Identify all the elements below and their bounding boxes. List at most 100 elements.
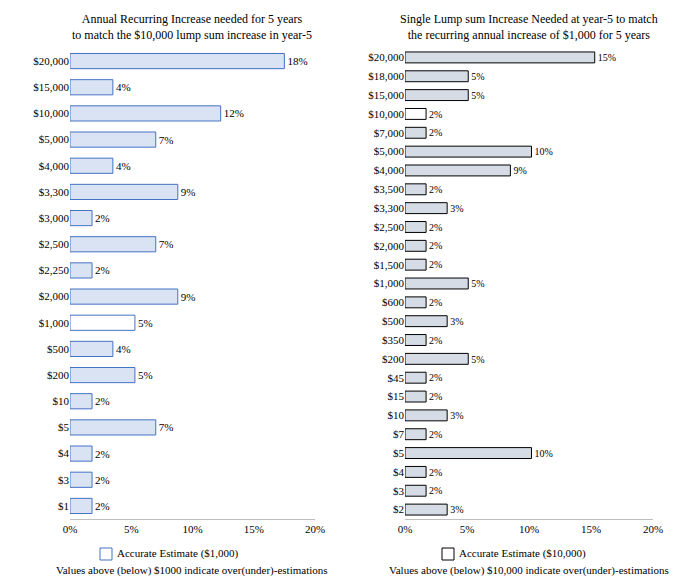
- svg-text:$200: $200: [382, 353, 405, 365]
- svg-text:2%: 2%: [95, 395, 110, 407]
- svg-text:20%: 20%: [305, 523, 325, 535]
- svg-text:2%: 2%: [95, 500, 110, 512]
- svg-text:2%: 2%: [429, 467, 442, 478]
- svg-text:18%: 18%: [287, 55, 307, 67]
- svg-text:5%: 5%: [471, 354, 484, 365]
- svg-text:Values above (below) $10,000 i: Values above (below) $10,000 indicate ov…: [389, 564, 669, 577]
- svg-text:Annual Recurring Increase need: Annual Recurring Increase needed for 5 y…: [72, 12, 312, 42]
- svg-text:$7,000: $7,000: [374, 127, 405, 139]
- svg-text:$5,000: $5,000: [39, 133, 70, 145]
- svg-text:Accurate Estimate ($1,000): Accurate Estimate ($1,000): [117, 547, 239, 560]
- svg-text:$7: $7: [393, 428, 405, 440]
- svg-text:$1,000: $1,000: [374, 277, 405, 289]
- svg-text:9%: 9%: [181, 186, 196, 198]
- svg-text:$3: $3: [393, 485, 405, 497]
- svg-text:$1: $1: [58, 500, 69, 512]
- svg-text:5%: 5%: [124, 523, 139, 535]
- svg-text:7%: 7%: [159, 134, 174, 146]
- svg-text:$3,300: $3,300: [374, 202, 405, 214]
- svg-text:$2,000: $2,000: [39, 290, 70, 302]
- svg-text:2%: 2%: [429, 127, 442, 138]
- svg-text:$20,000: $20,000: [368, 51, 404, 63]
- svg-text:5%: 5%: [138, 369, 153, 381]
- svg-text:$1,500: $1,500: [374, 259, 405, 271]
- svg-text:$10,000: $10,000: [33, 107, 69, 119]
- svg-text:$1,000: $1,000: [39, 317, 70, 329]
- svg-text:3%: 3%: [450, 504, 463, 515]
- svg-text:$4: $4: [58, 447, 70, 459]
- svg-text:5%: 5%: [138, 317, 153, 329]
- svg-text:$15,000: $15,000: [368, 89, 404, 101]
- svg-text:$2,250: $2,250: [39, 264, 70, 276]
- svg-text:2%: 2%: [429, 109, 442, 120]
- svg-text:2%: 2%: [429, 391, 442, 402]
- svg-text:2%: 2%: [429, 259, 442, 270]
- svg-text:4%: 4%: [116, 81, 131, 93]
- svg-text:2%: 2%: [429, 297, 442, 308]
- svg-text:$5: $5: [393, 447, 405, 459]
- svg-text:4%: 4%: [116, 160, 131, 172]
- svg-text:15%: 15%: [581, 523, 601, 535]
- svg-text:$45: $45: [388, 372, 405, 384]
- svg-text:7%: 7%: [159, 421, 174, 433]
- svg-text:0%: 0%: [398, 523, 413, 535]
- svg-text:10%: 10%: [182, 523, 202, 535]
- svg-text:15%: 15%: [244, 523, 264, 535]
- svg-text:2%: 2%: [429, 184, 442, 195]
- svg-text:$3,500: $3,500: [374, 183, 405, 195]
- svg-text:10%: 10%: [534, 448, 552, 459]
- svg-text:3%: 3%: [450, 203, 463, 214]
- svg-text:2%: 2%: [95, 448, 110, 460]
- svg-text:2%: 2%: [429, 222, 442, 233]
- svg-text:$3: $3: [58, 474, 70, 486]
- svg-text:$5,000: $5,000: [374, 145, 405, 157]
- svg-text:5%: 5%: [460, 523, 475, 535]
- svg-text:$4,000: $4,000: [39, 160, 70, 172]
- svg-text:$10: $10: [388, 409, 405, 421]
- svg-text:$15: $15: [388, 390, 405, 402]
- svg-text:$3,300: $3,300: [39, 186, 70, 198]
- svg-text:$600: $600: [382, 296, 405, 308]
- svg-text:$18,000: $18,000: [368, 70, 404, 82]
- svg-text:2%: 2%: [95, 264, 110, 276]
- svg-text:12%: 12%: [224, 107, 244, 119]
- svg-text:2%: 2%: [95, 474, 110, 486]
- svg-text:$2: $2: [393, 503, 404, 515]
- svg-text:$500: $500: [47, 343, 70, 355]
- svg-text:7%: 7%: [159, 238, 174, 250]
- svg-text:2%: 2%: [429, 485, 442, 496]
- svg-text:$5: $5: [58, 421, 70, 433]
- svg-text:2%: 2%: [429, 240, 442, 251]
- svg-text:$2,000: $2,000: [374, 240, 405, 252]
- svg-text:0%: 0%: [63, 523, 78, 535]
- svg-text:Accurate Estimate ($10,000): Accurate Estimate ($10,000): [459, 547, 586, 560]
- svg-text:3%: 3%: [450, 410, 463, 421]
- svg-text:5%: 5%: [471, 90, 484, 101]
- svg-text:2%: 2%: [429, 372, 442, 383]
- svg-text:2%: 2%: [95, 212, 110, 224]
- svg-text:$20,000: $20,000: [33, 55, 69, 67]
- svg-text:$15,000: $15,000: [33, 81, 69, 93]
- svg-text:4%: 4%: [116, 343, 131, 355]
- svg-text:$2,500: $2,500: [374, 221, 405, 233]
- svg-text:$10,000: $10,000: [368, 108, 404, 120]
- svg-text:$2,500: $2,500: [39, 238, 70, 250]
- svg-text:$4,000: $4,000: [374, 164, 405, 176]
- svg-text:15%: 15%: [598, 52, 616, 63]
- svg-text:9%: 9%: [513, 165, 526, 176]
- svg-text:$4: $4: [393, 466, 405, 478]
- svg-text:10%: 10%: [534, 146, 552, 157]
- svg-text:2%: 2%: [429, 335, 442, 346]
- svg-text:$200: $200: [47, 369, 70, 381]
- svg-text:3%: 3%: [450, 316, 463, 327]
- svg-text:2%: 2%: [429, 429, 442, 440]
- svg-text:$350: $350: [382, 334, 405, 346]
- svg-text:5%: 5%: [471, 278, 484, 289]
- svg-text:10%: 10%: [519, 523, 539, 535]
- svg-text:$3,000: $3,000: [39, 212, 70, 224]
- svg-text:5%: 5%: [471, 71, 484, 82]
- svg-text:$10: $10: [53, 395, 70, 407]
- svg-text:20%: 20%: [643, 523, 663, 535]
- svg-text:Single Lump sum Increase Neede: Single Lump sum Increase Needed at year-…: [400, 12, 658, 42]
- svg-text:$500: $500: [382, 315, 405, 327]
